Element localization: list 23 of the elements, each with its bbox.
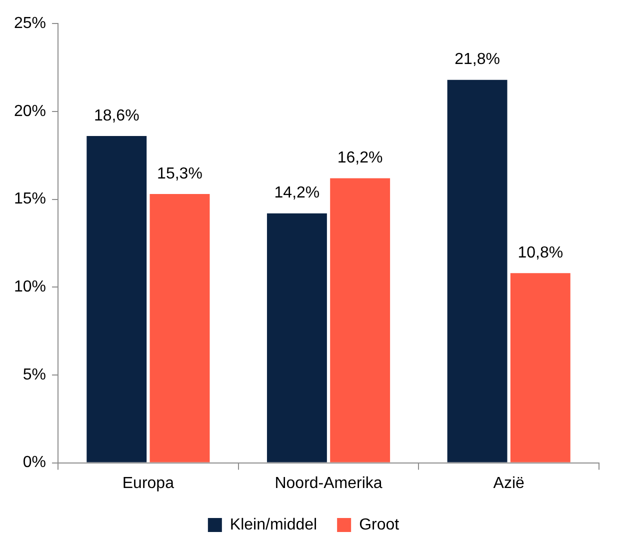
y-tick-label: 5% — [22, 366, 46, 384]
y-tick-label: 25% — [14, 15, 46, 32]
legend-label: Klein/middel — [230, 516, 318, 534]
x-tick-label: Europa — [122, 474, 174, 492]
bar — [447, 80, 508, 462]
data-label: 15,3% — [157, 165, 202, 182]
bar — [330, 178, 390, 462]
y-tick-label: 20% — [14, 102, 46, 120]
data-label: 16,2% — [337, 150, 383, 167]
x-tick-label: Azië — [493, 474, 524, 492]
data-label: 21,8% — [454, 51, 500, 68]
bar — [86, 136, 147, 462]
y-tick-label: 10% — [14, 278, 46, 296]
bar — [266, 213, 327, 462]
x-tick-label: Noord-Amerika — [274, 474, 382, 492]
data-label: 18,6% — [94, 107, 140, 124]
data-label: 14,2% — [274, 184, 320, 202]
y-tick-label: 15% — [14, 190, 46, 208]
bar — [150, 194, 210, 462]
y-tick-label: 0% — [22, 454, 46, 472]
bar — [510, 273, 570, 462]
legend-label: Groot — [359, 516, 400, 534]
data-label: 10,8% — [518, 244, 564, 262]
